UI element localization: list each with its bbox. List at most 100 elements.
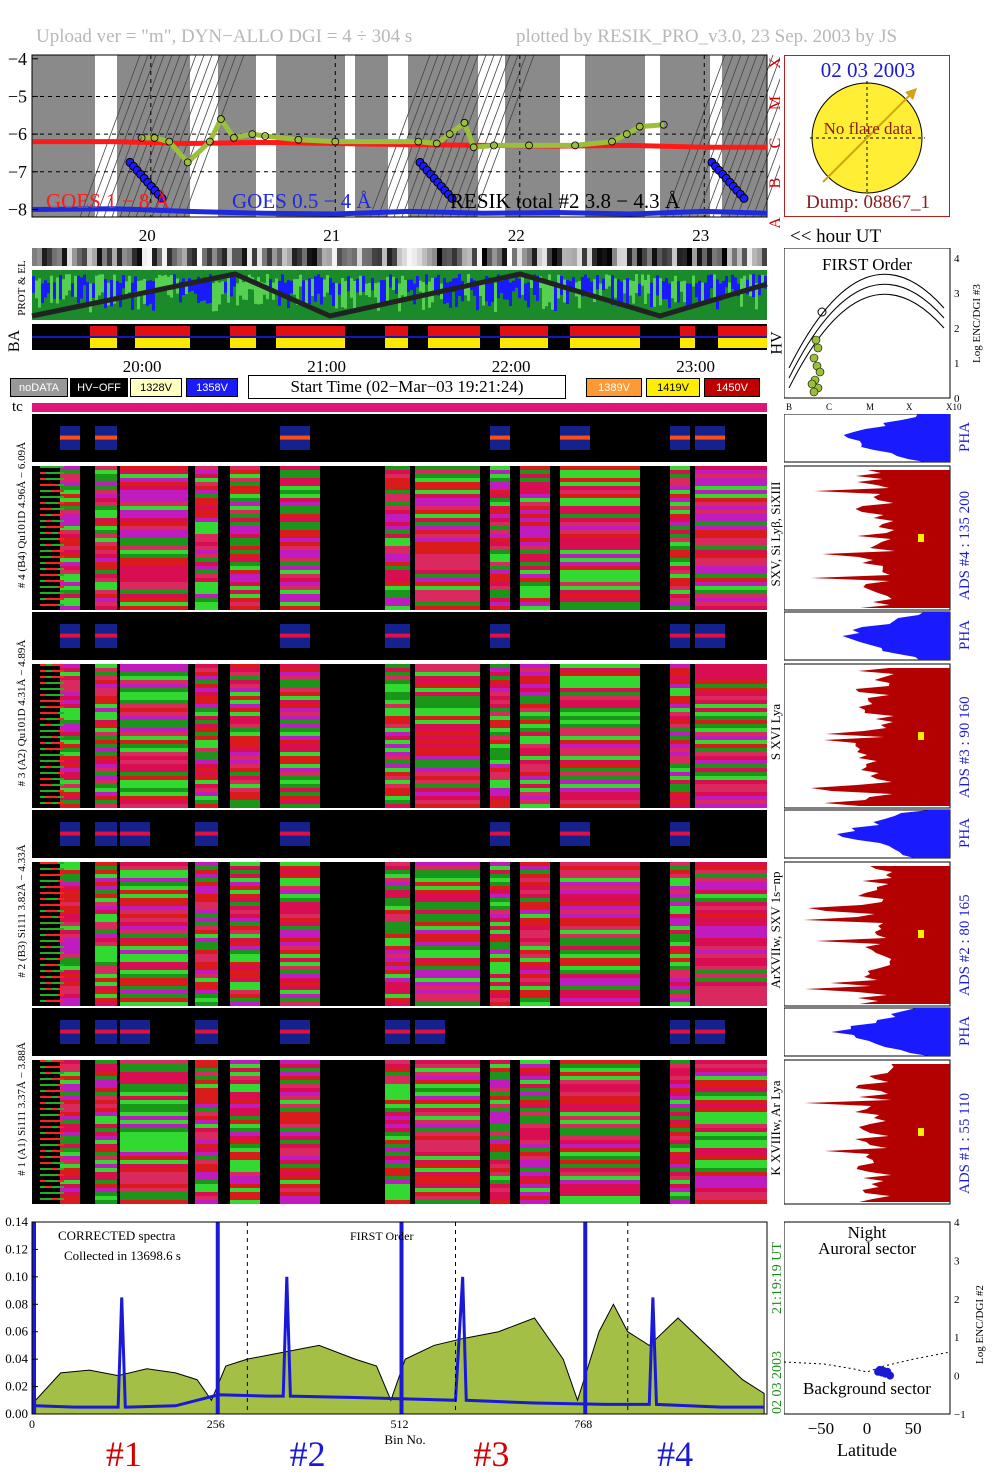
first-order-ytick: 2 (954, 323, 960, 335)
map-row (60, 1072, 80, 1076)
orbit-cell (158, 274, 161, 292)
map-row (560, 1096, 640, 1100)
map-row (415, 700, 480, 704)
map-row (58, 742, 64, 744)
map-row (58, 1102, 64, 1104)
map-row (120, 716, 188, 720)
map-row (280, 704, 320, 708)
map-row (670, 874, 690, 878)
map-row (95, 680, 117, 684)
pha-line (60, 633, 80, 638)
map-row (695, 518, 767, 522)
orbit-cell (680, 281, 683, 292)
map-row (52, 580, 58, 582)
map-row (230, 1160, 260, 1164)
orbit-cell (257, 276, 260, 305)
map-row (230, 1002, 260, 1006)
map-row (95, 482, 117, 486)
map-row (120, 890, 188, 894)
map-row (670, 692, 690, 696)
map-row (490, 1068, 510, 1072)
el-cell (92, 248, 97, 266)
map-row (520, 800, 550, 804)
map-row (490, 696, 510, 700)
map-row (560, 728, 640, 732)
map-row (46, 898, 52, 900)
map-row (95, 862, 117, 866)
map-row (280, 582, 320, 586)
map-row (120, 502, 188, 506)
map-row (280, 998, 320, 1002)
map-row (695, 1152, 767, 1156)
map-row (280, 1100, 320, 1104)
map-row (670, 942, 690, 946)
el-cell (262, 248, 267, 266)
orbit-cell (689, 283, 692, 308)
map-row (95, 704, 117, 708)
map-row (120, 946, 188, 950)
map-row (60, 482, 80, 486)
map-row (60, 494, 80, 498)
el-cell (367, 248, 372, 266)
map-row (52, 508, 58, 510)
map-row (490, 502, 510, 506)
map-row (95, 788, 117, 792)
map-row (230, 664, 260, 668)
map-row (490, 930, 510, 934)
map-row (670, 530, 690, 534)
orbit-cell (383, 280, 386, 307)
map-row (560, 522, 640, 526)
el-cell (417, 248, 422, 266)
el-cell (357, 248, 362, 266)
map-row (230, 1128, 260, 1132)
map-row (415, 780, 480, 784)
map-row (280, 986, 320, 990)
map-row (95, 974, 117, 978)
map-row (695, 514, 767, 518)
map-row (95, 586, 117, 590)
map-row (560, 974, 640, 978)
resik-legend: RESIK total #2 3.8 − 4.3 Å (450, 189, 681, 213)
map-row (60, 788, 80, 792)
map-row (695, 474, 767, 478)
map-row (52, 946, 58, 948)
map-row (560, 1116, 640, 1120)
el-cell (142, 248, 147, 266)
pha-label: PHA (957, 422, 973, 452)
map-row (520, 998, 550, 1002)
map-row (195, 732, 218, 736)
map-row (120, 768, 188, 772)
map-row (46, 562, 52, 564)
map-row (560, 502, 640, 506)
map-row (520, 1080, 550, 1084)
map-row (195, 1172, 218, 1176)
map-row (195, 970, 218, 974)
map-row (560, 550, 640, 554)
channel-3-maps (32, 612, 767, 808)
pha-hist (842, 612, 950, 660)
map-row (490, 1096, 510, 1100)
map-row (490, 728, 510, 732)
orbit-cell (185, 282, 188, 295)
map-row (58, 544, 64, 546)
map-row (280, 518, 320, 522)
map-row (280, 558, 320, 562)
map-row (60, 1104, 80, 1108)
map-row (120, 954, 188, 958)
map-row (230, 776, 260, 780)
map-row (60, 542, 80, 546)
map-row (385, 1068, 410, 1072)
el-cell (492, 248, 497, 266)
map-row (415, 998, 480, 1002)
map-row (490, 736, 510, 740)
el-cell (312, 248, 317, 266)
map-row (385, 538, 410, 542)
map-row (520, 1168, 550, 1172)
map-row (415, 1192, 480, 1196)
el-cell (282, 248, 287, 266)
orbit-cell (269, 279, 272, 291)
map-row (670, 954, 690, 958)
el-cell (207, 248, 212, 266)
map-row (415, 890, 480, 894)
